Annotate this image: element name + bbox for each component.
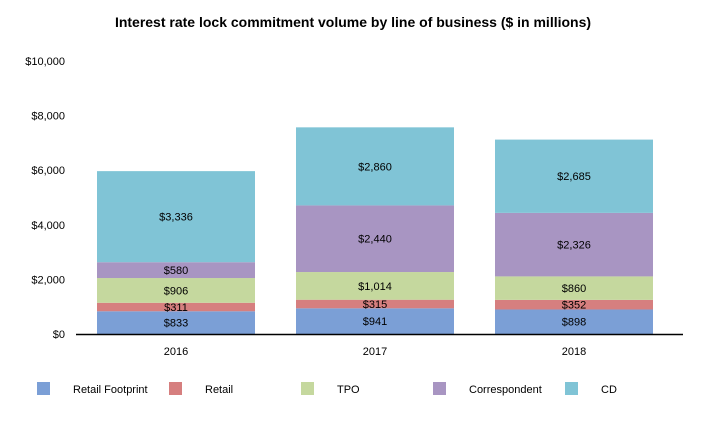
legend-swatch xyxy=(301,382,314,395)
data-label: $3,336 xyxy=(159,212,193,224)
data-label: $352 xyxy=(562,300,586,312)
bar-segment-retail-footprint-2016 xyxy=(97,311,255,334)
bar-segment-tpo-2017 xyxy=(296,272,454,300)
data-label: $906 xyxy=(164,285,188,297)
y-tick-label: $10,000 xyxy=(25,56,65,68)
data-label: $860 xyxy=(562,283,586,295)
bar-segment-tpo-2016 xyxy=(97,278,255,303)
legend-label: CD xyxy=(601,384,617,396)
x-tick-label: 2016 xyxy=(164,346,188,358)
y-tick-label: $0 xyxy=(53,329,65,341)
bar-segment-tpo-2018 xyxy=(495,276,653,300)
data-label: $311 xyxy=(164,302,188,314)
x-tick-label: 2017 xyxy=(363,346,387,358)
x-tick-label: 2018 xyxy=(562,346,586,358)
bar-segment-correspondent-2016 xyxy=(97,262,255,279)
bar-segment-cd-2017 xyxy=(296,127,454,206)
legend-label: Retail Footprint xyxy=(73,384,148,396)
data-label: $1,014 xyxy=(358,281,392,293)
bar-segment-retail-footprint-2017 xyxy=(296,308,454,334)
bar-segment-cd-2016 xyxy=(97,171,255,263)
legend-item: Retail xyxy=(169,382,233,396)
data-label: $898 xyxy=(562,317,586,329)
data-label: $2,860 xyxy=(358,161,392,173)
legend-swatch xyxy=(169,382,182,395)
legend-item: Correspondent xyxy=(433,382,542,396)
legend-label: Retail xyxy=(205,384,233,396)
data-label: $580 xyxy=(164,265,188,277)
y-tick-label: $6,000 xyxy=(31,165,65,177)
bar-segment-correspondent-2018 xyxy=(495,212,653,277)
legend-item: CD xyxy=(565,382,617,396)
legend-item: Retail Footprint xyxy=(37,382,148,396)
legend-label: Correspondent xyxy=(469,384,542,396)
chart-title: Interest rate lock commitment volume by … xyxy=(115,14,591,30)
data-label: $2,685 xyxy=(557,171,591,183)
bar-segment-cd-2018 xyxy=(495,139,653,213)
bar-segment-retail-2016 xyxy=(97,302,255,312)
y-tick-label: $2,000 xyxy=(31,274,65,286)
bar-segment-retail-2017 xyxy=(296,299,454,309)
data-label: $2,326 xyxy=(557,240,591,252)
legend-swatch xyxy=(433,382,446,395)
y-tick-label: $4,000 xyxy=(31,220,65,232)
data-label: $2,440 xyxy=(358,234,392,246)
data-label: $833 xyxy=(164,318,188,330)
legend-swatch xyxy=(37,382,50,395)
legend-swatch xyxy=(565,382,578,395)
data-label: $315 xyxy=(363,299,387,311)
legend-item: TPO xyxy=(301,382,360,396)
legend-label: TPO xyxy=(337,384,360,396)
bar-segment-correspondent-2017 xyxy=(296,205,454,273)
y-tick-label: $8,000 xyxy=(31,111,65,123)
bar-segment-retail-2018 xyxy=(495,299,653,310)
bar-segment-retail-footprint-2018 xyxy=(495,309,653,334)
data-label: $941 xyxy=(363,316,387,328)
